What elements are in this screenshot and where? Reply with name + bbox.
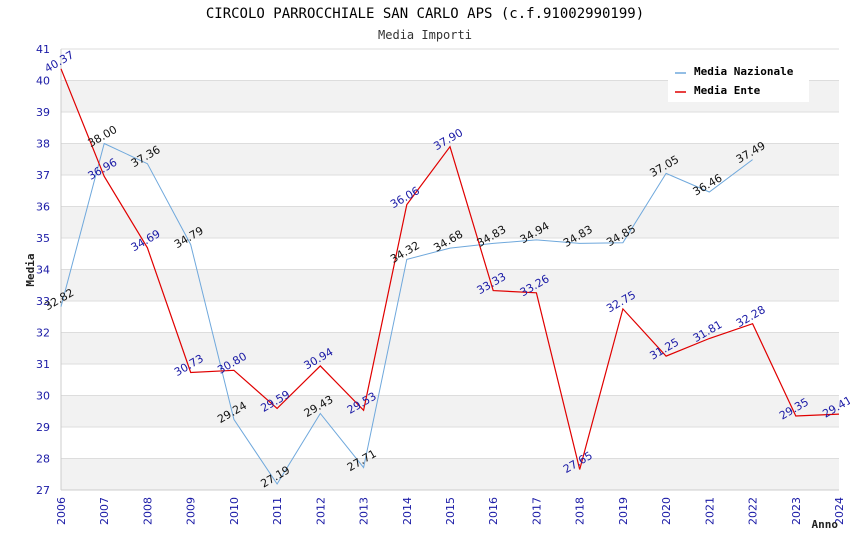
y-tick-label: 34 xyxy=(36,264,50,277)
y-tick-label: 37 xyxy=(36,169,50,182)
x-axis-ticks: 2006 2007 2008 2009 2010 2011 2012 2013 2014 2015… xyxy=(55,497,846,525)
series-line-media-nazionale xyxy=(60,142,753,485)
x-axis-label: Anno xyxy=(812,518,839,531)
y-tick-label: 41 xyxy=(36,43,50,56)
y-tick-label: 35 xyxy=(36,232,50,245)
x-tick-label: 2013 xyxy=(358,497,371,525)
band xyxy=(61,238,839,270)
x-tick-label: 2010 xyxy=(228,497,241,525)
x-tick-label: 2015 xyxy=(444,497,457,525)
x-tick-label: 2006 xyxy=(55,497,68,525)
y-tick-label: 33 xyxy=(36,295,50,308)
legend-label-media-nazionale: Media Nazionale xyxy=(694,65,794,78)
x-tick-label: 2020 xyxy=(660,497,673,525)
band xyxy=(61,206,839,238)
x-tick-label: 2022 xyxy=(747,497,760,525)
y-tick-label: 36 xyxy=(36,201,50,214)
legend: Media Nazionale Media Ente xyxy=(668,60,809,102)
x-tick-label: 2017 xyxy=(530,497,543,525)
x-tick-label: 2014 xyxy=(401,497,414,525)
x-tick-label: 2012 xyxy=(314,497,327,525)
y-tick-label: 30 xyxy=(36,390,50,403)
band xyxy=(61,427,839,459)
legend-box xyxy=(668,60,809,102)
band xyxy=(61,269,839,301)
x-tick-label: 2009 xyxy=(185,497,198,525)
y-tick-label: 39 xyxy=(36,106,50,119)
y-tick-label: 38 xyxy=(36,138,50,151)
x-tick-label: 2008 xyxy=(141,497,154,525)
band xyxy=(61,112,839,144)
background-bands xyxy=(61,49,839,490)
series-lines xyxy=(60,68,840,485)
x-tick-label: 2016 xyxy=(487,497,500,525)
x-tick-label: 2018 xyxy=(574,497,587,525)
x-tick-label: 2007 xyxy=(98,497,111,525)
y-tick-label: 32 xyxy=(36,327,50,340)
y-tick-label: 29 xyxy=(36,421,50,434)
y-axis-label: Media xyxy=(24,253,37,286)
y-tick-label: 40 xyxy=(36,75,50,88)
x-tick-label: 2011 xyxy=(271,497,284,525)
legend-label-media-ente: Media Ente xyxy=(694,84,761,97)
band xyxy=(61,332,839,364)
y-tick-label: 27 xyxy=(36,484,50,497)
x-tick-label: 2019 xyxy=(617,497,630,525)
y-tick-label: 28 xyxy=(36,453,50,466)
band xyxy=(61,458,839,490)
band xyxy=(61,364,839,396)
x-tick-label: 2021 xyxy=(703,497,716,525)
gridlines xyxy=(60,48,839,491)
y-tick-label: 31 xyxy=(36,358,50,371)
x-tick-label: 2024 xyxy=(833,497,846,525)
chart-title: CIRCOLO PARROCCHIALE SAN CARLO APS (c.f.… xyxy=(206,6,644,22)
band xyxy=(61,395,839,427)
y-axis-ticks: 27 28 29 30 31 32 33 34 35 36 37 38 39 40 41 xyxy=(36,43,50,497)
band xyxy=(61,175,839,207)
x-tick-label: 2023 xyxy=(790,497,803,525)
chart-subtitle: Media Importi xyxy=(378,28,472,42)
series-line-media-ente xyxy=(60,68,840,470)
band xyxy=(61,301,839,333)
